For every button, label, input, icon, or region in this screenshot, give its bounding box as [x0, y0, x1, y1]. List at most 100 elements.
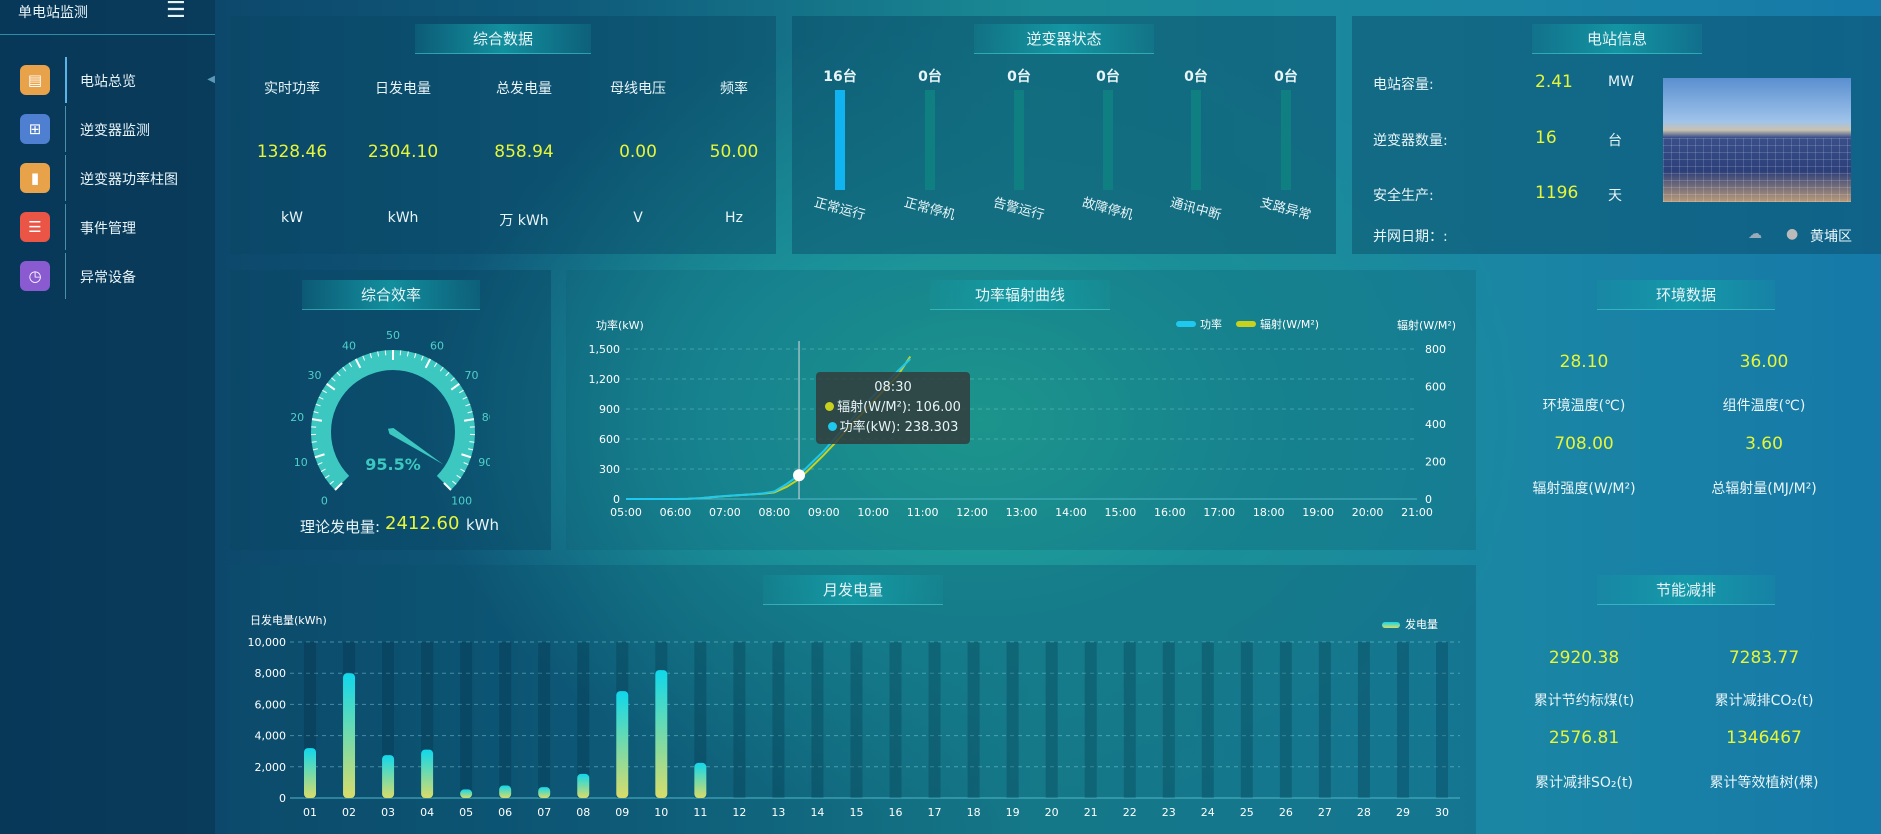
bar-background	[694, 642, 707, 798]
gauge-tick-label: 40	[342, 340, 356, 353]
clock-device-icon: ◷	[20, 261, 50, 291]
gauge-tick	[462, 396, 468, 400]
gauge-tick	[459, 389, 464, 394]
gauge-tick	[369, 353, 372, 359]
bar-background	[577, 642, 590, 798]
x-tick-label: 25	[1240, 806, 1254, 819]
y2-tick-label: 0	[1425, 493, 1432, 506]
legend-label: 功率	[1200, 317, 1222, 331]
gauge-tick	[336, 371, 341, 377]
gauge-tick	[463, 462, 469, 466]
gauge-tick	[452, 480, 457, 485]
bar-background	[889, 642, 902, 798]
x-tick-label: 20	[1045, 806, 1059, 819]
gauge-tick	[318, 396, 324, 400]
grid-date-label: 并网日期：:	[1373, 229, 1448, 245]
gauge-tick	[315, 403, 321, 407]
y-axis-title: 日发电量(kWh)	[250, 613, 327, 627]
gauge-tick	[329, 480, 334, 485]
bar-background	[772, 642, 785, 798]
gauge-tick	[313, 411, 319, 414]
gauge-tick	[311, 441, 317, 443]
x-tick-label: 21:00	[1401, 506, 1433, 519]
bar-background	[499, 642, 512, 798]
x-tick-label: 17:00	[1203, 506, 1235, 519]
env-value: 708.00	[1554, 434, 1614, 454]
inverter-status-bar	[1014, 90, 1024, 190]
legend-swatch	[1382, 622, 1400, 628]
gauge-tick-label: 0	[321, 495, 328, 508]
gauge-tick	[469, 441, 475, 443]
summary-label: 实时功率	[264, 81, 320, 97]
sidebar-item-3[interactable]: ☰ 事件管理	[0, 204, 215, 250]
gauge-tick	[324, 474, 330, 479]
sidebar-item-0[interactable]: ▤ 电站总览 ◀	[0, 57, 215, 103]
station-label: 安全生产:	[1373, 188, 1434, 204]
tooltip-radiation: 辐射(W/M²): 106.00	[837, 400, 961, 415]
energy-value: 7283.77	[1728, 648, 1800, 668]
inverter-status-bar	[1281, 90, 1291, 190]
hover-point	[793, 469, 806, 482]
gauge-tick	[465, 403, 471, 407]
x-tick-label: 15:00	[1105, 506, 1137, 519]
gauge-tick	[443, 482, 452, 491]
energy-value: 2920.38	[1548, 648, 1620, 668]
gauge-tick	[377, 351, 380, 357]
gauge-tick	[322, 389, 327, 394]
panel-title: 综合数据	[415, 24, 591, 54]
station-unit: MW	[1608, 74, 1634, 90]
gauge-tick	[312, 448, 318, 451]
inverter-status-panel: 逆变器状态	[792, 16, 1336, 254]
x-tick-label: 27	[1318, 806, 1332, 819]
summary-unit: kW	[281, 210, 303, 226]
gauge-tick	[433, 362, 438, 368]
chart-tooltip: 08:30 辐射(W/M²): 106.00 功率(kW): 238.303	[816, 372, 970, 444]
energy-label: 累计减排SO₂(t)	[1535, 775, 1633, 791]
monthly-bar-chart: 0 2,000 4,000 6,000 8,000 10,000 日发电量(kWh) 发电量 0…	[248, 613, 1460, 819]
bar-background	[967, 642, 980, 798]
energy-value: 1346467	[1726, 728, 1802, 748]
panel-title: 电站信息	[1532, 24, 1702, 54]
env-value: 36.00	[1739, 352, 1789, 372]
panel-title: 逆变器状态	[974, 24, 1154, 54]
gauge-tick	[461, 453, 472, 459]
gauge-tick-label: 90	[478, 456, 490, 469]
x-tick-label: 07:00	[709, 506, 741, 519]
x-tick-label: 16:00	[1154, 506, 1186, 519]
station-unit: 台	[1608, 133, 1622, 149]
y-tick-label: 0	[613, 493, 620, 506]
sidebar-item-2[interactable]: ▮ 逆变器功率柱图	[0, 155, 215, 201]
gauge-tick-label: 60	[430, 340, 444, 353]
bar	[421, 749, 434, 798]
y-tick-label: 4,000	[255, 730, 287, 743]
x-tick-label: 03	[381, 806, 395, 819]
bar	[343, 673, 356, 798]
sidebar-item-1[interactable]: ⊞ 逆变器监测	[0, 106, 215, 152]
x-tick-label: 05:00	[610, 506, 642, 519]
x-tick-label: 11	[693, 806, 707, 819]
efficiency-panel: 综合效率	[230, 270, 551, 550]
bar	[304, 748, 316, 798]
active-indicator-icon: ◀	[207, 74, 215, 85]
menu-toggle-icon[interactable]: ☰	[166, 0, 186, 23]
summary-value: 1328.46	[256, 142, 328, 162]
energy-value: 2576.81	[1548, 728, 1620, 748]
bar	[538, 787, 551, 798]
x-tick-label: 18:00	[1253, 506, 1285, 519]
station-photo	[1663, 78, 1851, 202]
station-label: 逆变器数量:	[1373, 133, 1448, 149]
theory-label: 理论发电量:	[300, 518, 381, 536]
station-value: 16	[1535, 128, 1557, 148]
legend-label: 辐射(W/M²)	[1260, 317, 1319, 331]
cloud-icon[interactable]: ☁	[1748, 226, 1762, 242]
sidebar-item-4[interactable]: ◷ 异常设备	[0, 253, 215, 299]
x-tick-label: 24	[1201, 806, 1215, 819]
x-tick-label: 14	[810, 806, 824, 819]
bar-background	[1279, 642, 1292, 798]
x-tick-label: 11:00	[907, 506, 939, 519]
gauge-tick	[456, 474, 462, 479]
gauge-tick	[311, 418, 323, 422]
bar-background	[1162, 642, 1175, 798]
sidebar-item-label: 逆变器功率柱图	[80, 172, 178, 188]
gauge-needle	[387, 428, 444, 465]
